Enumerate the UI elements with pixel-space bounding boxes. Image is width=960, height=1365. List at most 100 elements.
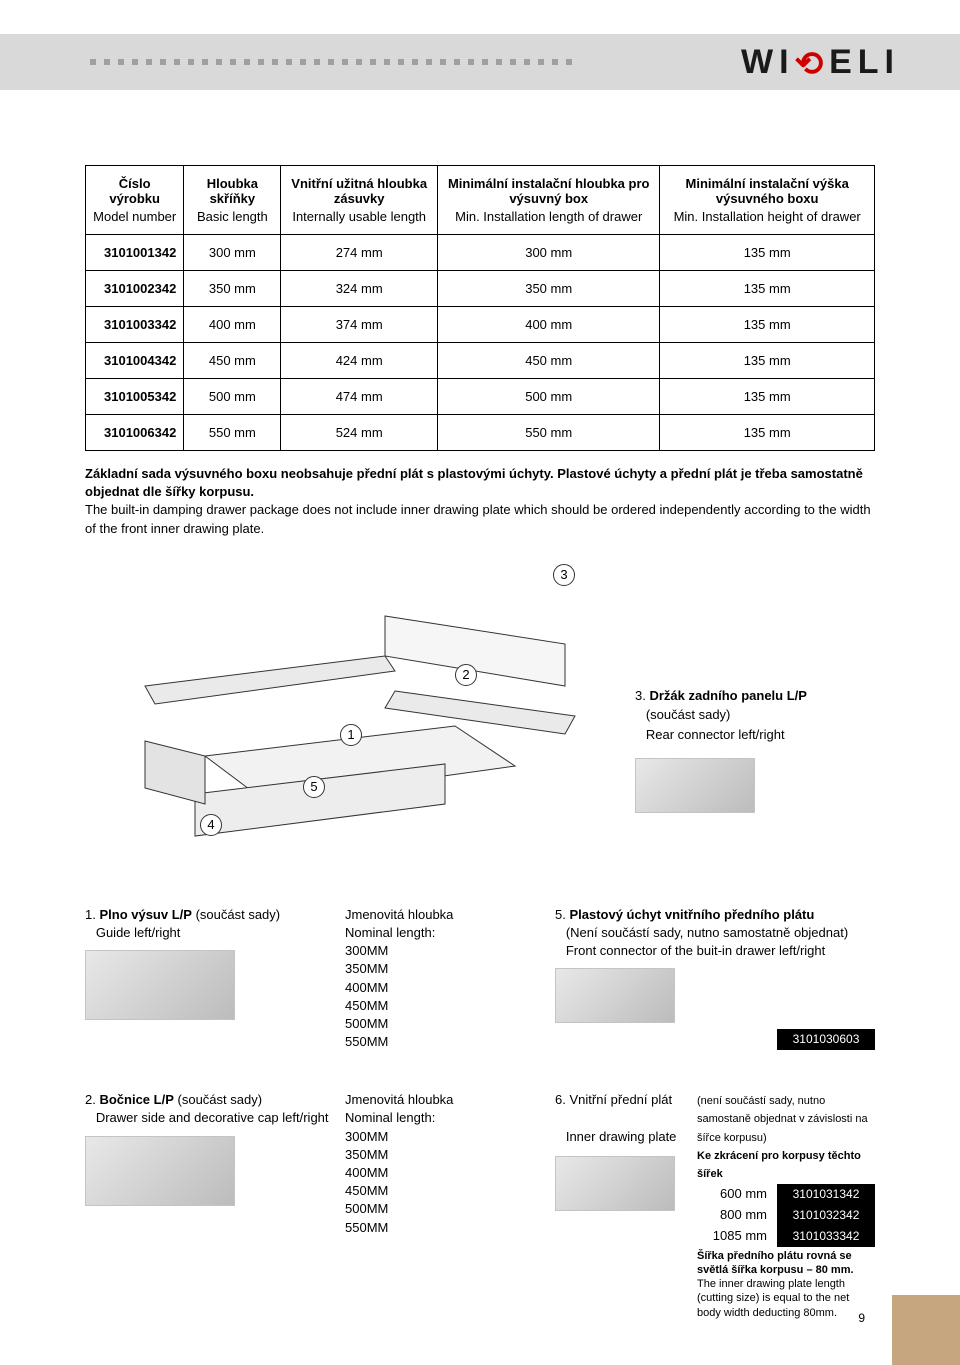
side-tab: [892, 1295, 960, 1365]
part6-foot-en: The inner drawing plate length (cutting …: [697, 1277, 875, 1320]
part6-cz: Vnitřní přední plát: [569, 1092, 672, 1107]
part1-cell: 1. Plno výsuv L/P (součást sady) Guide l…: [85, 906, 345, 1052]
part2-en: Drawer side and decorative cap left/righ…: [96, 1110, 329, 1125]
page-content: Číslo výrobkuModel numberHloubka skříňky…: [85, 165, 875, 1320]
table-row: 3101003342400 mm374 mm400 mm135 mm: [86, 307, 875, 343]
table-cell: 274 mm: [281, 235, 438, 271]
table-row: 3101001342300 mm274 mm300 mm135 mm: [86, 235, 875, 271]
nominal-value: 500MM: [345, 1015, 555, 1033]
part2-paren: (součást sady): [178, 1092, 263, 1107]
header-band: WI⟲ELI: [0, 34, 960, 90]
table-row: 3101004342450 mm424 mm450 mm135 mm: [86, 343, 875, 379]
part5-cz: Plastový úchyt vnitřního předního plátu: [569, 907, 814, 922]
part6-sub: Ke zkrácení pro korpusy těchto šířek: [697, 1150, 861, 1180]
table-cell: 400 mm: [438, 307, 660, 343]
table-cell: 3101001342: [86, 235, 184, 271]
table-cell: 135 mm: [660, 307, 875, 343]
part3-image: [635, 758, 755, 813]
part3-cz: Držák zadního panelu L/P: [649, 688, 806, 703]
nominal-value: 300MM: [345, 942, 555, 960]
part2-image: [85, 1136, 235, 1206]
table-cell: 135 mm: [660, 235, 875, 271]
part3-num: 3.: [635, 688, 646, 703]
note-text: Základní sada výsuvného boxu neobsahuje …: [85, 465, 875, 538]
table-cell: 400 mm: [184, 307, 281, 343]
part2-num: 2.: [85, 1092, 96, 1107]
nominal-value: 550MM: [345, 1033, 555, 1051]
note-en: The built-in damping drawer package does…: [85, 502, 871, 535]
table-cell: 135 mm: [660, 379, 875, 415]
callout-1: 1: [340, 724, 362, 746]
callout-2: 2: [455, 664, 477, 686]
table-cell: 350 mm: [184, 271, 281, 307]
table-header: Číslo výrobkuModel number: [86, 166, 184, 235]
table-row: 3101005342500 mm474 mm500 mm135 mm: [86, 379, 875, 415]
table-cell: 374 mm: [281, 307, 438, 343]
part6-note: (není součástí sady, nutno samostaně obj…: [697, 1095, 868, 1143]
part6-cell: 6. Vnitřní přední plát Inner drawing pla…: [555, 1091, 875, 1320]
table-row: 3101002342350 mm324 mm350 mm135 mm: [86, 271, 875, 307]
table-cell: 424 mm: [281, 343, 438, 379]
table-cell: 550 mm: [184, 415, 281, 451]
table-cell: 524 mm: [281, 415, 438, 451]
nominal-value: 450MM: [345, 1182, 555, 1200]
nominal-value: 400MM: [345, 1164, 555, 1182]
width-row: 1085 mm3101033342: [697, 1226, 875, 1247]
table-cell: 135 mm: [660, 415, 875, 451]
nominal-cz-1: Jmenovitá hloubka: [345, 907, 453, 922]
table-cell: 135 mm: [660, 343, 875, 379]
table-header: Vnitřní užitná hloubka zásuvkyInternally…: [281, 166, 438, 235]
part1-image: [85, 950, 235, 1020]
part1-paren: (součást sady): [196, 907, 281, 922]
exploded-diagram: 3 2 1 5 4: [85, 556, 605, 866]
table-header: Minimální instalační hloubka pro výsuvný…: [438, 166, 660, 235]
part3-label: 3. Držák zadního panelu L/P (součást sad…: [635, 686, 807, 866]
table-cell: 3101002342: [86, 271, 184, 307]
part5-num: 5.: [555, 907, 566, 922]
part3-paren: (součást sady): [646, 707, 731, 722]
nominal-value: 450MM: [345, 997, 555, 1015]
callout-5: 5: [303, 776, 325, 798]
table-cell: 500 mm: [438, 379, 660, 415]
table-header: Minimální instalační výška výsuvného box…: [660, 166, 875, 235]
nominal-value: 500MM: [345, 1200, 555, 1218]
table-header: Hloubka skříňkyBasic length: [184, 166, 281, 235]
nominal-1: Jmenovitá hloubka Nominal length: 300MM3…: [345, 906, 555, 1052]
part5-code: 3101030603: [777, 1029, 875, 1050]
table-cell: 3101005342: [86, 379, 184, 415]
nominal-value: 350MM: [345, 960, 555, 978]
part5-en: Front connector of the buit-in drawer le…: [566, 943, 825, 958]
table-cell: 3101003342: [86, 307, 184, 343]
nominal-value: 550MM: [345, 1219, 555, 1237]
table-cell: 474 mm: [281, 379, 438, 415]
table-cell: 450 mm: [184, 343, 281, 379]
table-cell: 500 mm: [184, 379, 281, 415]
part2-cz: Bočnice L/P: [99, 1092, 173, 1107]
part3-en: Rear connector left/right: [646, 727, 785, 742]
part6-num: 6.: [555, 1092, 566, 1107]
nominal-en-2: Nominal length:: [345, 1110, 435, 1125]
table-cell: 135 mm: [660, 271, 875, 307]
spec-table: Číslo výrobkuModel numberHloubka skříňky…: [85, 165, 875, 451]
table-cell: 3101004342: [86, 343, 184, 379]
table-cell: 324 mm: [281, 271, 438, 307]
brand-logo: WI⟲ELI: [741, 42, 900, 82]
table-cell: 550 mm: [438, 415, 660, 451]
nominal-value: 400MM: [345, 979, 555, 997]
table-cell: 300 mm: [438, 235, 660, 271]
part6-en: Inner drawing plate: [566, 1129, 677, 1144]
nominal-en-1: Nominal length:: [345, 925, 435, 940]
part6-foot-cz: Šířka předního plátu rovná se světlá šíř…: [697, 1249, 875, 1278]
part5-paren: (Není součástí sady, nutno samostatně ob…: [566, 925, 848, 940]
nominal-value: 350MM: [345, 1146, 555, 1164]
nominal-2: Jmenovitá hloubka Nominal length: 300MM3…: [345, 1091, 555, 1320]
table-cell: 300 mm: [184, 235, 281, 271]
width-row: 600 mm3101031342: [697, 1184, 875, 1205]
decorative-dots: [90, 59, 572, 65]
part6-image: [555, 1156, 675, 1211]
page-number: 9: [858, 1311, 865, 1325]
part1-en: Guide left/right: [96, 925, 181, 940]
part5-cell: 5. Plastový úchyt vnitřního předního plá…: [555, 906, 875, 1052]
table-cell: 3101006342: [86, 415, 184, 451]
part1-num: 1.: [85, 907, 96, 922]
